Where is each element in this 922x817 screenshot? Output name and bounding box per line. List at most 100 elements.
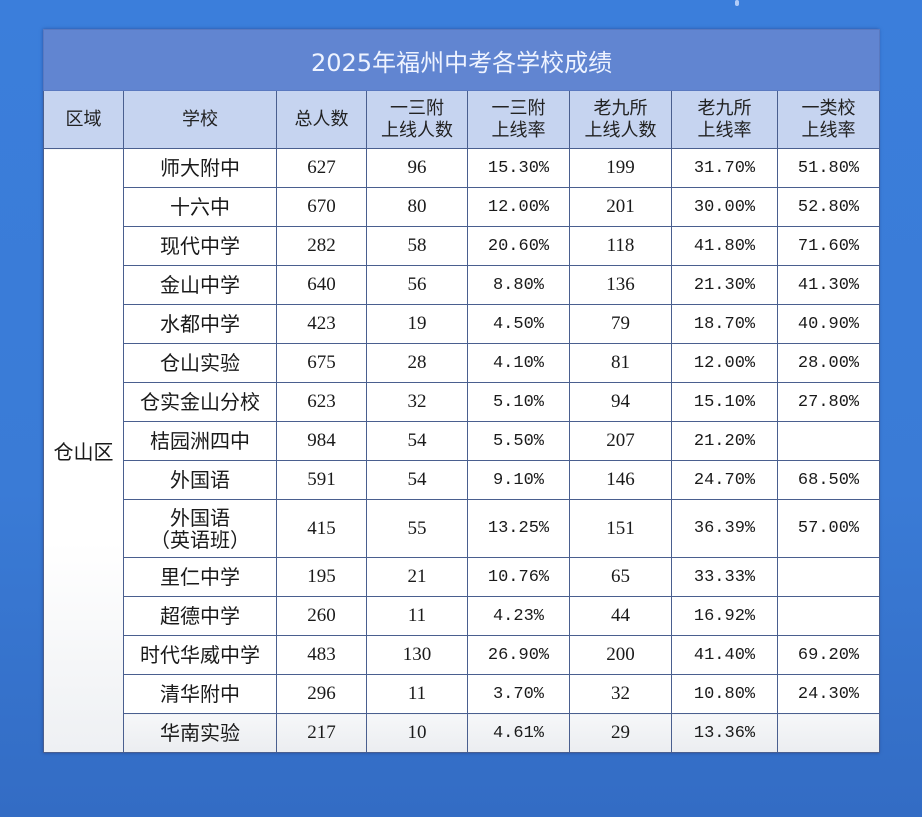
a-count-cell: 80 — [366, 187, 468, 227]
table-row: 金山中学 640 56 8.80% 136 21.30% 41.30% — [44, 265, 881, 305]
c-rate-cell: 68.50% — [776, 460, 881, 500]
total-cell: 195 — [276, 557, 367, 597]
header-label-line2: 上线人数 — [584, 119, 657, 141]
school-name: 外国语 — [170, 505, 230, 530]
b-count-cell: 81 — [569, 343, 672, 383]
table-row: 仓山实验 675 28 4.10% 81 12.00% 28.00% — [44, 343, 881, 383]
c-rate-cell — [776, 596, 881, 636]
school-name: 外国语 — [170, 468, 230, 492]
header-label-line1: 老九所 — [697, 97, 752, 119]
b-rate-cell: 18.70% — [671, 304, 778, 344]
table-row: 清华附中 296 11 3.70% 32 10.80% 24.30% — [44, 674, 881, 714]
a-rate-cell: 12.00% — [467, 187, 570, 227]
school-cell: 清华附中 — [123, 674, 277, 714]
b-rate-cell: 33.33% — [671, 557, 778, 597]
b-count-cell: 199 — [569, 148, 672, 188]
school-cell: 外国语 — [123, 460, 277, 500]
b-count-cell: 207 — [569, 421, 672, 461]
a-count-cell: 32 — [366, 382, 468, 422]
a-count-cell: 28 — [366, 343, 468, 383]
a-rate-cell: 8.80% — [467, 265, 570, 305]
total-cell: 627 — [276, 148, 367, 188]
header-label-line1: 老九所 — [593, 97, 648, 119]
total-cell: 423 — [276, 304, 367, 344]
a-count-cell: 56 — [366, 265, 468, 305]
a-count-cell: 96 — [366, 148, 468, 188]
school-cell: 里仁中学 — [123, 557, 277, 597]
b-count-cell: 32 — [569, 674, 672, 714]
b-rate-cell: 21.30% — [671, 265, 778, 305]
region-cell: 仓山区 — [43, 148, 124, 753]
table-row: 超德中学 260 11 4.23% 44 16.92% — [44, 596, 881, 636]
a-rate-cell: 5.50% — [467, 421, 570, 461]
school-cell: 超德中学 — [123, 596, 277, 636]
school-cell: 现代中学 — [123, 226, 277, 266]
school-name: 仓山实验 — [160, 351, 240, 375]
b-count-cell: 146 — [569, 460, 672, 500]
c-rate-cell: 69.20% — [776, 635, 881, 675]
a-rate-cell: 4.23% — [467, 596, 570, 636]
b-rate-cell: 12.00% — [671, 343, 778, 383]
b-count-cell: 201 — [569, 187, 672, 227]
table-row: 外国语 591 54 9.10% 146 24.70% 68.50% — [44, 460, 881, 500]
c-rate-cell: 40.90% — [776, 304, 881, 344]
a-count-cell: 11 — [366, 674, 468, 714]
a-rate-cell: 3.70% — [467, 674, 570, 714]
header-label: 学校 — [182, 108, 218, 130]
a-count-cell: 55 — [366, 499, 468, 558]
header-school: 学校 — [123, 90, 277, 149]
header-label: 总人数 — [294, 108, 349, 130]
school-name: 清华附中 — [160, 682, 240, 706]
header-row: 区域 学校 总人数 一三附 上线人数 一三附 上线率 老九所 — [43, 90, 881, 149]
b-count-cell: 136 — [569, 265, 672, 305]
school-cell: 桔园洲四中 — [123, 421, 277, 461]
score-table-container: 2025年福州中考各学校成绩 区域 学校 总人数 一三附 上线人数 一三附 — [42, 29, 881, 753]
a-count-cell: 11 — [366, 596, 468, 636]
a-rate-cell: 26.90% — [467, 635, 570, 675]
a-count-cell: 54 — [366, 460, 468, 500]
c-rate-cell: 51.80% — [776, 148, 881, 188]
header-b-rate: 老九所 上线率 — [671, 90, 778, 149]
header-label-line2: 上线率 — [697, 119, 752, 141]
b-rate-cell: 13.36% — [671, 713, 778, 753]
b-count-cell: 79 — [569, 304, 672, 344]
c-rate-cell: 28.00% — [776, 343, 881, 383]
b-rate-cell: 36.39% — [671, 499, 778, 558]
total-cell: 670 — [276, 187, 367, 227]
a-count-cell: 54 — [366, 421, 468, 461]
total-cell: 591 — [276, 460, 367, 500]
c-rate-cell — [776, 557, 881, 597]
a-count-cell: 130 — [366, 635, 468, 675]
school-cell: 仓山实验 — [123, 343, 277, 383]
school-name: 时代华威中学 — [140, 643, 260, 667]
total-cell: 260 — [276, 596, 367, 636]
school-score-table: 2025年福州中考各学校成绩 区域 学校 总人数 一三附 上线人数 一三附 — [42, 29, 881, 753]
header-total: 总人数 — [276, 90, 367, 149]
school-cell: 水都中学 — [123, 304, 277, 344]
school-name-suffix: （英语班） — [150, 527, 250, 552]
school-cell: 师大附中 — [123, 148, 277, 188]
school-cell: 金山中学 — [123, 265, 277, 305]
c-rate-cell — [776, 421, 881, 461]
b-rate-cell: 15.10% — [671, 382, 778, 422]
b-rate-cell: 21.20% — [671, 421, 778, 461]
a-rate-cell: 15.30% — [467, 148, 570, 188]
a-count-cell: 58 — [366, 226, 468, 266]
c-rate-cell: 71.60% — [776, 226, 881, 266]
table-row: 桔园洲四中 984 54 5.50% 207 21.20% — [44, 421, 881, 461]
school-cell: 华南实验 — [123, 713, 277, 753]
a-rate-cell: 4.50% — [467, 304, 570, 344]
school-name: 十六中 — [170, 195, 230, 219]
screen-artifact — [735, 0, 739, 6]
header-label-line2: 上线率 — [491, 119, 546, 141]
c-rate-cell: 57.00% — [776, 499, 881, 558]
table-row: 时代华威中学 483 130 26.90% 200 41.40% 69.20% — [44, 635, 881, 675]
b-rate-cell: 10.80% — [671, 674, 778, 714]
c-rate-cell: 27.80% — [776, 382, 881, 422]
total-cell: 984 — [276, 421, 367, 461]
a-rate-cell: 5.10% — [467, 382, 570, 422]
b-count-cell: 151 — [569, 499, 672, 558]
school-name: 超德中学 — [160, 604, 240, 628]
school-name: 里仁中学 — [160, 565, 240, 589]
b-count-cell: 94 — [569, 382, 672, 422]
